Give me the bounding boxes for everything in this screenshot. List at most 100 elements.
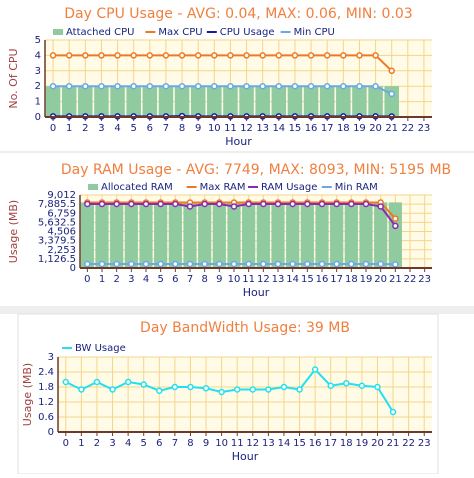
bar: [126, 86, 141, 117]
x-tick-label: 20: [374, 274, 387, 285]
point: [144, 202, 149, 207]
y-tick-label: 3: [35, 66, 41, 77]
y-tick-label: 1: [35, 97, 41, 108]
bar: [227, 202, 240, 268]
point: [313, 367, 318, 372]
point: [85, 261, 90, 266]
point: [389, 68, 394, 73]
point: [334, 202, 339, 207]
bar: [198, 202, 211, 268]
point: [276, 261, 281, 266]
x-tick-label: 14: [278, 438, 291, 449]
point: [290, 202, 295, 207]
point: [232, 204, 237, 209]
bar: [139, 202, 152, 268]
x-tick-label: 13: [272, 274, 285, 285]
point: [334, 261, 339, 266]
point: [328, 383, 333, 388]
x-tick-label: 7: [172, 438, 178, 449]
bar: [315, 202, 328, 268]
bar: [271, 202, 284, 268]
bar: [183, 202, 196, 268]
legend-label: Allocated RAM: [101, 182, 173, 193]
x-tick-label: 19: [356, 438, 369, 449]
point: [100, 261, 105, 266]
x-tick-label: 8: [201, 274, 207, 285]
x-tick-label: 16: [309, 438, 322, 449]
point: [276, 84, 281, 89]
point: [246, 202, 251, 207]
bar: [286, 202, 299, 268]
x-tick-label: 6: [156, 438, 162, 449]
point: [341, 84, 346, 89]
point: [173, 261, 178, 266]
point: [180, 84, 185, 89]
x-tick-label: 1: [99, 274, 105, 285]
point: [131, 53, 136, 58]
x-tick-label: 23: [418, 123, 431, 134]
bar: [352, 86, 367, 117]
x-tick-label: 14: [286, 274, 299, 285]
point: [341, 53, 346, 58]
x-axis-title: Hour: [243, 286, 270, 299]
point: [212, 84, 217, 89]
bar: [62, 86, 77, 117]
x-axis-title: Hour: [232, 450, 259, 463]
point: [196, 53, 201, 58]
point: [305, 202, 310, 207]
point: [246, 261, 251, 266]
x-tick-label: 2: [82, 123, 88, 134]
point: [85, 202, 90, 207]
point: [276, 202, 281, 207]
point: [232, 261, 237, 266]
bar: [207, 86, 222, 117]
point: [158, 261, 163, 266]
point: [364, 261, 369, 266]
y-axis-title: Usage (MB): [7, 200, 20, 263]
point: [228, 53, 233, 58]
x-tick-label: 13: [256, 123, 269, 134]
bar: [330, 202, 343, 268]
bar: [169, 202, 182, 268]
legend-label: CPU Usage: [220, 27, 275, 38]
point: [202, 261, 207, 266]
bar: [368, 86, 383, 117]
x-tick-label: 11: [231, 438, 244, 449]
x-tick-label: 16: [316, 274, 329, 285]
x-tick-label: 16: [305, 123, 318, 134]
x-tick-label: 10: [228, 274, 241, 285]
x-tick-label: 1: [66, 123, 72, 134]
point: [83, 53, 88, 58]
bar: [242, 202, 255, 268]
x-tick-label: 4: [143, 274, 149, 285]
x-tick-label: 0: [50, 123, 56, 134]
point: [188, 204, 193, 209]
x-tick-label: 5: [131, 123, 137, 134]
point: [357, 53, 362, 58]
x-tick-label: 4: [125, 438, 131, 449]
legend-label: Min RAM: [335, 182, 378, 193]
y-tick-label: 2.4: [38, 367, 54, 378]
x-tick-label: 2: [94, 438, 100, 449]
bar: [154, 202, 167, 268]
point: [389, 91, 394, 96]
bar: [223, 86, 238, 117]
point: [115, 84, 120, 89]
y-axis-title: Usage (MB): [21, 363, 34, 426]
y-tick-label: 3: [48, 352, 54, 363]
x-tick-label: 11: [242, 274, 255, 285]
point: [261, 261, 266, 266]
bar: [288, 86, 303, 117]
x-tick-label: 11: [224, 123, 237, 134]
point: [217, 202, 222, 207]
x-tick-label: 22: [402, 438, 415, 449]
x-tick-label: 5: [141, 438, 147, 449]
point: [115, 53, 120, 58]
bar: [255, 86, 270, 117]
point: [51, 84, 56, 89]
point: [364, 202, 369, 207]
point: [83, 84, 88, 89]
separator: [0, 306, 474, 314]
x-tick-label: 12: [246, 438, 259, 449]
point: [131, 84, 136, 89]
